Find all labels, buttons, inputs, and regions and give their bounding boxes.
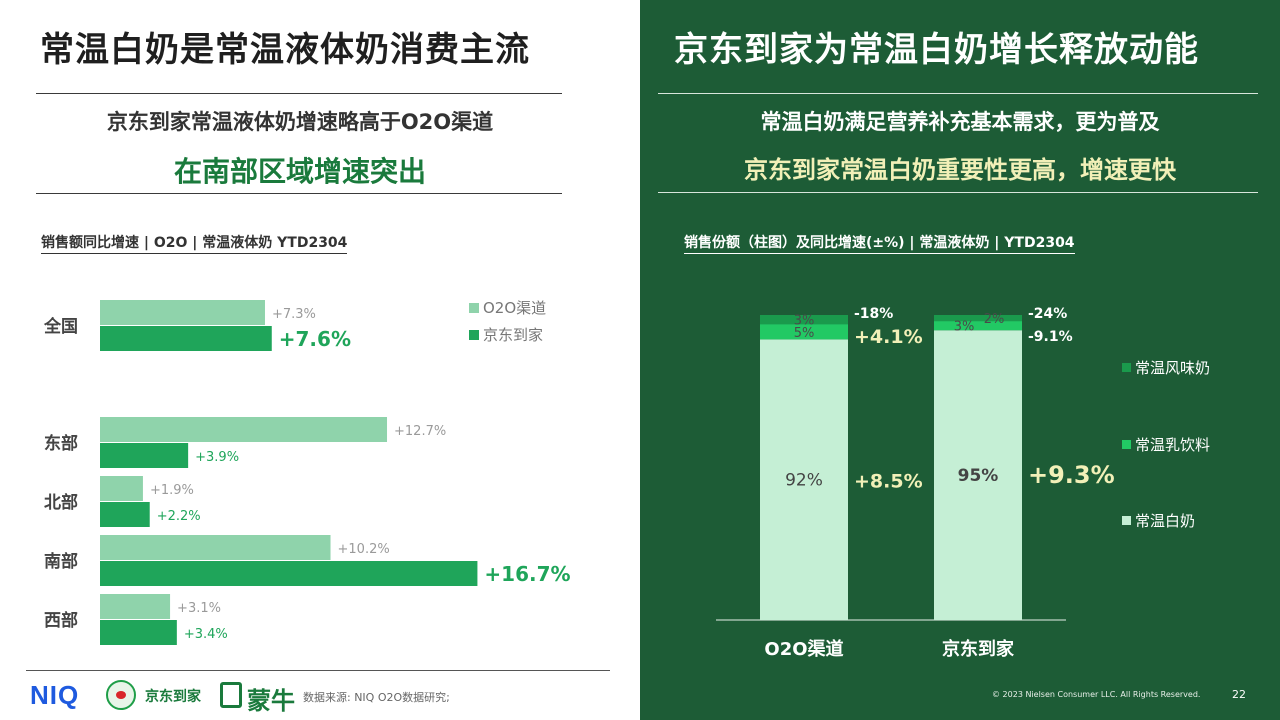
flavored-milk-share-label: 2% — [984, 312, 1005, 327]
category-label: 全国 — [43, 316, 78, 337]
divider — [658, 192, 1258, 193]
o2o-bar — [100, 594, 171, 619]
white-milk-growth-label: +8.5% — [854, 471, 923, 493]
jd-bar — [100, 326, 272, 351]
jd-bar — [100, 443, 189, 468]
milk-drink-share-label: 5% — [794, 326, 815, 341]
jd-value-label: +16.7% — [484, 562, 570, 586]
left-subtitle-line2: 在南部区域增速突出 — [173, 155, 426, 188]
category-label: 东部 — [44, 433, 78, 454]
right-page-title: 京东到家为常温白奶增长释放动能 — [674, 30, 1199, 70]
milk-drink-share-label: 3% — [954, 320, 975, 335]
o2o-value-label: +12.7% — [394, 424, 446, 439]
legend-swatch — [1122, 516, 1131, 525]
legend-label-o2o: O2O渠道 — [483, 299, 546, 317]
white-milk-share-label: 92% — [785, 471, 823, 491]
left-subtitle-line1: 京东到家常温液体奶增速略高于O2O渠道 — [106, 110, 494, 134]
o2o-value-label: +7.3% — [272, 307, 316, 322]
data-source: 数据来源: NIQ O2O数据研究; — [303, 691, 450, 704]
white-milk-share-label: 95% — [958, 466, 999, 486]
left-panel: 常温白奶是常温液体奶消费主流 京东到家常温液体奶增速略高于O2O渠道 在南部区域… — [26, 30, 610, 715]
flavored-milk-segment — [760, 315, 848, 325]
white-milk-segment — [934, 330, 1022, 620]
o2o-bar — [100, 476, 143, 501]
legend-swatch — [1122, 363, 1131, 372]
divider — [36, 193, 562, 194]
copyright-notice: © 2023 Nielsen Consumer LLC. All Rights … — [992, 690, 1201, 699]
legend-label: 常温风味奶 — [1135, 359, 1210, 377]
right-subtitle-line2: 京东到家常温白奶重要性更高，增速更快 — [744, 156, 1176, 184]
jd-daojia-logo-icon — [106, 680, 136, 710]
jd-daojia-logo-text: 京东到家 — [145, 689, 201, 705]
sales-share-stacked-bar-chart: 92%5%3%+8.5%+4.1%-18%O2O渠道95%3%2%+9.3%-9… — [716, 306, 1210, 660]
mengniu-logo-text: 蒙牛 — [247, 687, 295, 715]
o2o-value-label: +1.9% — [150, 483, 194, 498]
legend-label-jd: 京东到家 — [483, 326, 543, 344]
jd-value-label: +3.4% — [184, 627, 228, 642]
regional-growth-bar-chart: 全国 +7.3% +7.6% 东部 +12.7% +3.9% 北部 +1.9% +2.2% 南部 +… — [43, 299, 571, 645]
legend-swatch — [1122, 440, 1131, 449]
o2o-bar — [100, 535, 331, 560]
flavored-milk-share-label: 3% — [794, 314, 815, 329]
jd-value-label: +3.9% — [195, 450, 239, 465]
o2o-bar — [100, 417, 388, 442]
category-label: 京东到家 — [942, 638, 1015, 660]
flavored-milk-growth-label: -18% — [854, 306, 893, 322]
jd-bar — [100, 502, 150, 527]
divider — [36, 93, 562, 94]
o2o-bar — [100, 300, 265, 325]
mengniu-logo-icon — [220, 682, 242, 708]
category-label: O2O渠道 — [764, 638, 843, 660]
right-panel: 京东到家为常温白奶增长释放动能 常温白奶满足营养补充基本需求，更为普及 京东到家… — [640, 0, 1280, 720]
milk-drink-growth-label: -9.1% — [1028, 329, 1073, 345]
niq-logo: NIQ — [30, 680, 80, 710]
right-subtitle-line1: 常温白奶满足营养补充基本需求，更为普及 — [760, 110, 1160, 134]
milk-drink-growth-label: +4.1% — [854, 326, 923, 348]
left-chart-title: 销售额同比增速 | O2O | 常温液体奶 YTD2304 — [41, 232, 348, 254]
milk-drink-segment — [760, 324, 848, 340]
jd-value-label: +2.2% — [157, 509, 201, 524]
jd-bar — [100, 620, 177, 645]
footer-divider — [26, 670, 610, 671]
category-label: 南部 — [44, 551, 78, 572]
category-label: 北部 — [44, 492, 78, 513]
white-milk-growth-label: +9.3% — [1028, 461, 1115, 489]
legend-swatch-o2o — [469, 303, 479, 313]
page-number: 22 — [1232, 688, 1246, 701]
o2o-value-label: +3.1% — [177, 601, 221, 616]
o2o-value-label: +10.2% — [338, 542, 390, 557]
jd-value-label: +7.6% — [279, 327, 351, 351]
flavored-milk-growth-label: -24% — [1028, 306, 1067, 322]
right-chart-title: 销售份额（柱图）及同比增速(±%) | 常温液体奶 | YTD2304 — [684, 232, 1075, 254]
flavored-milk-segment — [934, 315, 1022, 322]
legend-label: 常温乳饮料 — [1135, 436, 1210, 454]
white-milk-segment — [760, 339, 848, 620]
category-label: 西部 — [44, 610, 78, 631]
jd-bar — [100, 561, 478, 586]
legend-label: 常温白奶 — [1135, 512, 1195, 530]
left-page-title: 常温白奶是常温液体奶消费主流 — [40, 30, 530, 70]
divider — [658, 93, 1258, 94]
legend-swatch-jd — [469, 330, 479, 340]
milk-drink-segment — [934, 321, 1022, 331]
